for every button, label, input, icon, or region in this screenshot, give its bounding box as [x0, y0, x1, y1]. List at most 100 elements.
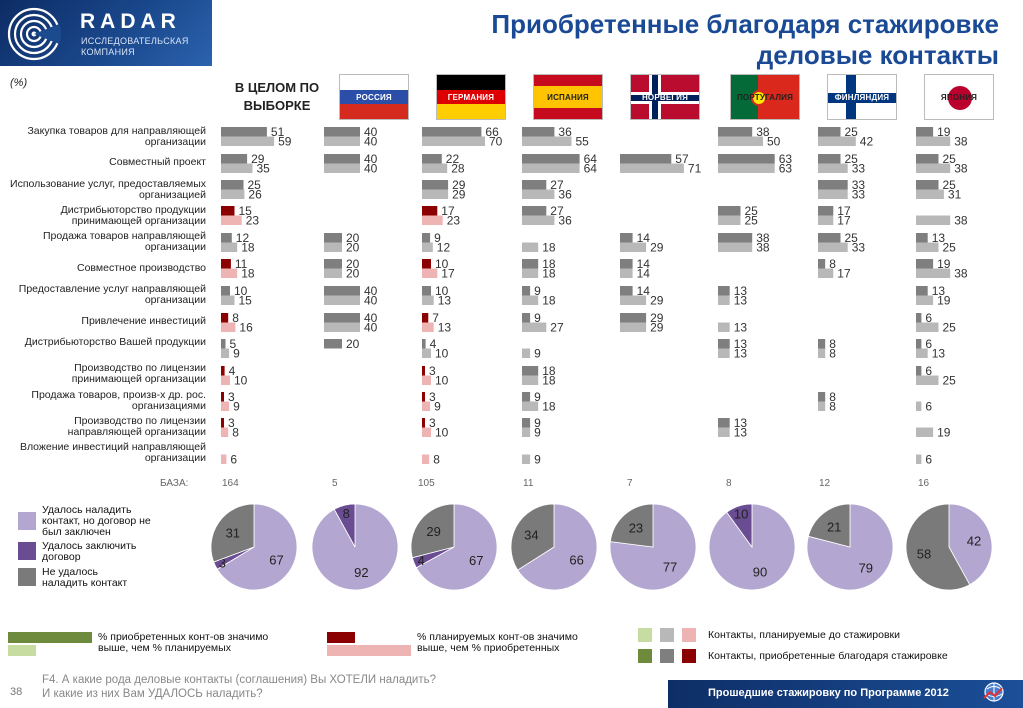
bar-acquired: [522, 259, 539, 269]
bar-planned-label: 10: [435, 374, 449, 388]
bar-planned-label: 10: [234, 374, 248, 388]
legend-swatch-planned-grey: [660, 628, 674, 642]
bar-acquired-label: 13: [932, 231, 946, 245]
bar-acquired-label: 9: [534, 311, 541, 325]
bar-planned: [522, 322, 547, 332]
legend-text: контакт, но договор не: [42, 515, 151, 527]
bar-planned: [522, 427, 531, 437]
bar-acquired-label: 13: [734, 284, 748, 298]
category-text: Закупка товаров для направляющей организ…: [27, 125, 206, 148]
flag-portugal: ПОРТУГАЛИЯ: [730, 74, 800, 120]
bar-planned: [620, 163, 684, 173]
bar-acquired: [422, 392, 425, 402]
bar-planned-label: 33: [852, 241, 866, 255]
bar-planned-label: 71: [688, 162, 702, 176]
bar-planned: [522, 454, 531, 464]
base-label: БАЗА:: [160, 478, 189, 489]
bar-acquired: [620, 259, 633, 269]
bar-planned-label: 6: [925, 400, 932, 414]
category-text: Совместное производство: [77, 262, 206, 274]
legend-text: выше, чем % планируемых: [98, 642, 231, 654]
bar-acquired: [916, 180, 939, 190]
bar-planned: [718, 136, 763, 146]
flag-label-norway: НОРВЕГИЯ: [641, 93, 689, 102]
bar-planned-label: 17: [837, 214, 851, 228]
bar-acquired-label: 10: [435, 284, 449, 298]
category-label: Предоставление услуг направляющей органи…: [8, 284, 206, 306]
bar-planned: [422, 242, 433, 252]
bar-planned: [916, 136, 951, 146]
program-label: Прошедшие стажировку по Программе 2012: [708, 687, 949, 699]
base-value: 164: [222, 478, 239, 489]
bar-acquired-label: 13: [734, 416, 748, 430]
category-label: Вложение инвестиций направляющей организ…: [8, 442, 206, 464]
bar-acquired-label: 15: [239, 204, 253, 218]
legend-swatch-acquired-grey: [660, 649, 674, 663]
category-label: Производство по лицензии принимающей орг…: [8, 363, 206, 385]
bar-planned: [221, 242, 238, 252]
bar-acquired-label: 27: [550, 178, 564, 192]
bar-acquired: [818, 180, 848, 190]
bar-planned: [818, 215, 834, 225]
bar-acquired: [818, 259, 826, 269]
bar-planned-label: 64: [584, 162, 598, 176]
bar-planned-label: 18: [542, 267, 556, 281]
bar-acquired: [324, 233, 342, 243]
bar-planned: [522, 268, 539, 278]
legend-text: наладить контакт: [42, 577, 128, 589]
bar-acquired-label: 63: [779, 152, 793, 166]
bar-planned-label: 31: [948, 188, 962, 202]
bar-planned: [916, 189, 944, 199]
bar-acquired: [221, 392, 224, 402]
base-value: 8: [726, 478, 732, 489]
bar-acquired-label: 29: [251, 152, 265, 166]
pie-slice-label: 42: [967, 534, 981, 549]
pie-slice-label: 21: [827, 520, 841, 535]
logo-name: RADAR: [80, 10, 181, 33]
pie-slice-label: 3: [219, 555, 226, 570]
bar-acquired-label: 25: [845, 152, 859, 166]
pie-slice: [517, 503, 598, 591]
bar-acquired-label: 4: [430, 337, 437, 351]
bar-acquired: [221, 366, 225, 376]
bar-acquired: [718, 233, 753, 243]
bar-planned: [522, 348, 531, 358]
bar-planned: [422, 454, 430, 464]
bar-acquired-label: 40: [364, 152, 378, 166]
bar-acquired: [522, 206, 547, 216]
legend-swatch-planned-pink: [682, 628, 696, 642]
bar-acquired-label: 57: [675, 152, 689, 166]
base-value: 7: [627, 478, 633, 489]
bar-planned: [422, 348, 431, 358]
category-label: Использование услуг, предоставляемых орг…: [8, 179, 206, 201]
question-text-line-1: F4. А какие рода деловые контакты (согла…: [42, 674, 437, 686]
bar-acquired: [916, 313, 922, 323]
bar-planned: [324, 163, 360, 173]
bar-acquired: [422, 418, 425, 428]
bar-acquired-label: 4: [229, 364, 236, 378]
bar-acquired-label: 17: [837, 204, 851, 218]
bar-planned-label: 6: [230, 453, 237, 467]
bar-acquired-label: 5: [230, 337, 237, 351]
flag-finland: ФИНЛЯНДИЯ: [827, 74, 897, 120]
bar-planned-label: 16: [239, 321, 253, 335]
page-title-line-1: Приобретенные благодаря стажировке: [491, 9, 999, 39]
bar-acquired-label: 9: [534, 416, 541, 430]
bar-acquired: [522, 180, 547, 190]
bar-planned-label: 38: [954, 135, 968, 149]
bar-planned: [324, 295, 360, 305]
legend-swatch-sig-low-acquired: [327, 632, 355, 643]
bar-acquired: [620, 154, 672, 164]
bar-acquired-label: 11: [235, 257, 248, 271]
bar-acquired: [221, 180, 244, 190]
bar-acquired: [422, 313, 429, 323]
bar-planned: [620, 242, 647, 252]
pie-slice-label: 31: [226, 525, 240, 540]
category-label: Продажа товаров направляющей организации: [8, 231, 206, 253]
pie-slice-label: 66: [569, 552, 583, 567]
bar-planned-label: 27: [550, 321, 564, 335]
category-label: Закупка товаров для направляющей организ…: [8, 126, 206, 148]
bar-planned: [324, 268, 342, 278]
bar-acquired: [916, 127, 934, 137]
